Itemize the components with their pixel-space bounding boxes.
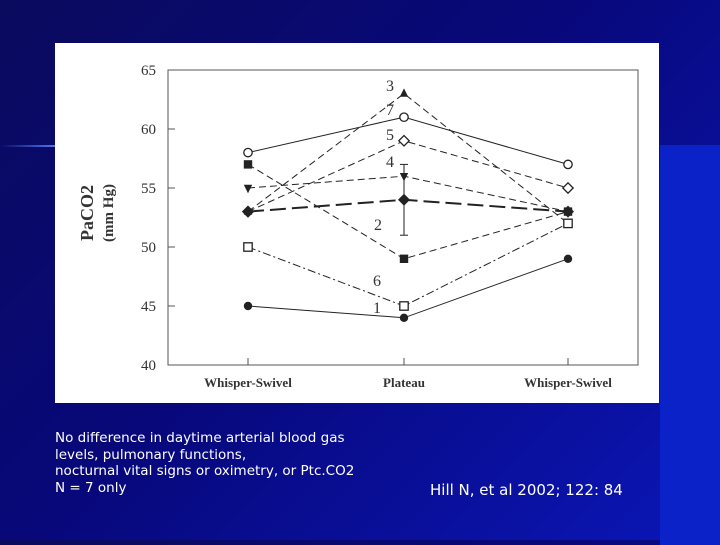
decorative-band-right <box>660 145 720 545</box>
data-point <box>243 147 253 158</box>
data-point <box>563 254 573 263</box>
series-mean <box>242 163 574 236</box>
y-tick-label: 45 <box>141 299 156 315</box>
series-2 <box>243 160 573 263</box>
series-label: 4 <box>386 154 394 171</box>
decorative-band-left <box>0 145 55 147</box>
x-tick-label: Whisper-Swivel <box>524 375 612 390</box>
data-point <box>399 313 409 322</box>
data-point <box>243 160 253 169</box>
chart-figure: 40 45 50 55 60 65 Whisper-Swivel Plateau Whisper… <box>55 43 659 403</box>
series-1 <box>243 254 573 322</box>
caption-text: No difference in daytime arterial blood … <box>55 430 395 496</box>
y-tick-label: 50 <box>141 240 156 256</box>
series-7 <box>243 112 573 170</box>
series-label: 3 <box>386 78 394 95</box>
x-tick-label: Whisper-Swivel <box>204 375 292 390</box>
citation-text: Hill N, et al 2002; 122: 84 <box>430 481 623 499</box>
series-4 <box>243 173 573 217</box>
series-6 <box>243 218 573 311</box>
data-point <box>563 218 573 229</box>
caption-line: levels, pulmonary functions, <box>55 446 247 463</box>
plot-frame <box>167 69 639 366</box>
series-line <box>247 163 569 260</box>
data-point <box>399 254 409 263</box>
caption-line: No difference in daytime arterial blood … <box>55 430 345 446</box>
series-line <box>247 222 569 307</box>
data-point <box>399 88 409 97</box>
caption-line: N = 7 only <box>55 479 127 496</box>
series-label: 1 <box>373 300 381 317</box>
data-point <box>243 301 253 311</box>
series-label: 7 <box>386 102 394 119</box>
series-3 <box>243 88 573 227</box>
series-5 <box>241 134 575 218</box>
y-tick-label: 65 <box>141 63 156 79</box>
y-tick-label: 40 <box>141 358 156 374</box>
data-point <box>243 242 253 252</box>
data-point <box>563 159 573 170</box>
x-tick-label: Plateau <box>383 375 425 390</box>
y-tick-label: 55 <box>141 181 156 197</box>
y-axis-unit: (mm Hg) <box>101 184 117 242</box>
series-label: 2 <box>374 217 382 234</box>
data-point <box>398 193 410 206</box>
y-tick-label: 60 <box>141 122 156 138</box>
caption-line: nocturnal vital signs or oximetry, or Pt… <box>55 463 355 479</box>
series-label: 6 <box>373 273 381 290</box>
data-point <box>242 205 254 218</box>
data-point <box>399 112 409 123</box>
y-axis-label: PaCO2 <box>77 185 97 241</box>
chart-labels: 3 7 5 4 2 6 1 <box>373 78 394 317</box>
data-point <box>561 181 575 195</box>
data-point <box>562 205 574 218</box>
data-point <box>397 134 411 147</box>
data-point <box>243 184 253 194</box>
series-label: 5 <box>386 127 394 144</box>
chart-series <box>241 88 575 322</box>
data-point <box>399 301 409 311</box>
series-line <box>247 92 569 224</box>
